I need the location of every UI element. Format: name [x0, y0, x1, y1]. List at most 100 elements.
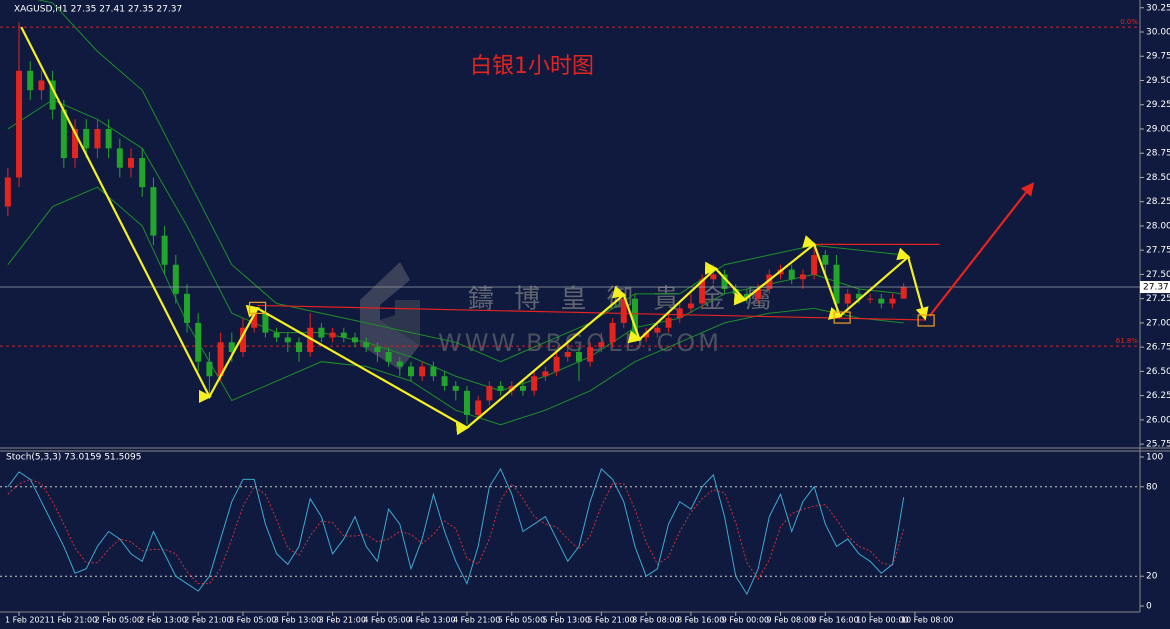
candle-body	[587, 347, 594, 362]
candle-body	[822, 255, 829, 265]
candle-body	[351, 337, 358, 343]
price-tag	[1140, 281, 1170, 294]
x-tick-label: 3 Feb 21:00	[319, 616, 366, 625]
candle-body	[654, 327, 661, 333]
candle-body	[799, 274, 806, 280]
candle-body	[72, 128, 79, 159]
candle-body	[184, 293, 191, 323]
marker-box	[833, 311, 851, 324]
candle-body	[295, 342, 302, 352]
marker-box	[248, 301, 267, 314]
candle-body	[318, 327, 325, 338]
marker-box	[917, 314, 935, 327]
y-tick-label: 26.75	[1146, 343, 1170, 353]
candle-body	[340, 332, 347, 338]
candle-body	[609, 322, 616, 343]
candle-body	[553, 356, 560, 372]
candle-body	[49, 80, 56, 110]
candle-body	[38, 80, 45, 91]
y-tick-label: 26.25	[1146, 391, 1170, 401]
candle-body	[385, 352, 392, 362]
candle-body	[665, 318, 672, 328]
x-tick-label: 1 Feb 2021	[5, 616, 50, 625]
y-tick-label: 30.25	[1146, 3, 1170, 13]
candle-body	[161, 235, 168, 265]
x-tick-label: 4 Feb 13:00	[408, 616, 455, 625]
candle-body	[475, 400, 482, 416]
forecast-arrow	[928, 182, 1035, 317]
candle-body	[575, 352, 582, 362]
candle-body	[116, 148, 123, 168]
candle-body	[128, 158, 135, 168]
y-tick-label: 29.00	[1146, 124, 1170, 134]
x-tick-label: 3 Feb 13:00	[274, 616, 321, 625]
stoch-y-tick-label: 100	[1146, 452, 1163, 462]
y-tick-label: 27.50	[1146, 270, 1170, 280]
zigzag	[20, 26, 929, 436]
candle-body	[363, 342, 370, 348]
candle-body	[564, 352, 571, 357]
candle-body	[811, 255, 818, 275]
stoch-y-tick-label: 20	[1146, 572, 1158, 582]
candle-body	[27, 70, 34, 91]
candle-body	[60, 109, 67, 159]
x-tick-label: 1 Feb 21:00	[50, 616, 97, 625]
price-tag-label: 27.37	[1143, 283, 1169, 293]
y-tick-label: 29.25	[1146, 100, 1170, 110]
candle-body	[519, 385, 526, 391]
candle-body	[531, 376, 538, 391]
symbol-label: XAGUSD,H1 27.35 27.41 27.35 27.37	[14, 5, 182, 15]
x-tick-label: 9 Feb 00:00	[722, 616, 769, 625]
candle-body	[396, 361, 403, 367]
candle-body	[687, 303, 694, 309]
candle-body	[150, 187, 157, 236]
candle-body	[430, 366, 437, 377]
y-tick-label: 29.50	[1146, 76, 1170, 86]
x-tick-label: 5 Feb 05:00	[498, 616, 545, 625]
chart-title: 白银1小时图	[470, 54, 594, 79]
x-tick-label: 4 Feb 05:00	[363, 616, 410, 625]
y-tick-label: 28.50	[1146, 173, 1170, 183]
stoch-label: Stoch(5,3,3) 73.0159 51.5095	[6, 453, 141, 463]
candle-body	[788, 269, 795, 280]
x-tick-label: 8 Feb 08:00	[632, 616, 679, 625]
candle-body	[844, 293, 851, 304]
candle-body	[867, 298, 874, 300]
candle-body	[542, 371, 549, 377]
x-tick-label: 2 Feb 21:00	[184, 616, 231, 625]
y-tick-label: 27.75	[1146, 246, 1170, 256]
candle-body	[16, 70, 23, 178]
x-tick-label: 10 Feb 08:00	[901, 616, 953, 625]
stoch-k	[7, 467, 905, 596]
candle-body	[172, 264, 179, 294]
candle-body	[676, 308, 683, 319]
candle-body	[710, 274, 717, 280]
y-tick-label: 28.25	[1146, 197, 1170, 207]
candle-body	[105, 128, 112, 149]
x-tick-label: 2 Feb 13:00	[139, 616, 186, 625]
y-tick-label: 25.75	[1146, 440, 1170, 450]
candle-body	[195, 322, 202, 362]
candle-body	[94, 128, 101, 149]
candle-body	[441, 376, 448, 386]
y-tick-label: 26.50	[1146, 367, 1170, 377]
candle-body	[452, 385, 459, 391]
fib-label: 61.8%	[1116, 337, 1139, 345]
candle-body	[900, 287, 907, 299]
y-tick-label: 27.25	[1146, 294, 1170, 304]
fib-label: 0.0%	[1120, 18, 1138, 26]
x-tick-label: 8 Feb 16:00	[677, 616, 724, 625]
candle-body	[878, 298, 885, 304]
candle-body	[486, 385, 493, 401]
y-tick-label: 29.75	[1146, 52, 1170, 62]
candle-body	[4, 177, 11, 207]
x-tick-label: 5 Feb 21:00	[587, 616, 634, 625]
candle-body	[419, 366, 426, 377]
stoch-y-tick-label: 80	[1146, 482, 1158, 492]
candle-body	[139, 158, 146, 188]
x-tick-label: 9 Feb 08:00	[767, 616, 814, 625]
x-tick-label: 2 Feb 05:00	[95, 616, 142, 625]
stoch-d	[7, 478, 905, 585]
